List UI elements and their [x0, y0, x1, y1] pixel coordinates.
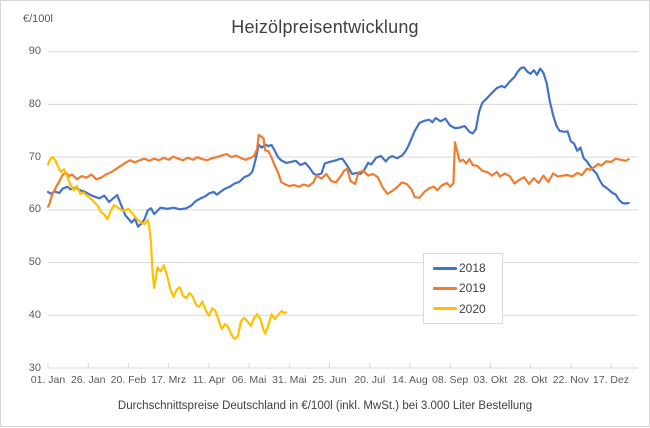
y-tick-label-50: 50: [28, 256, 41, 269]
legend-swatch-2018: [433, 266, 457, 270]
x-tick-label-17Dez: 17. Dez: [592, 374, 630, 386]
legend-item-2018: 2018: [424, 261, 502, 275]
x-tick-label-01Jan: 01. Jan: [30, 374, 66, 386]
x-tick-label-17Mrz: 17. Mrz: [151, 374, 187, 386]
y-axis-unit-label: €/100l: [23, 13, 53, 25]
x-tick-label-22Nov: 22. Nov: [552, 374, 589, 386]
x-tick-label-25Jun: 25. Jun: [312, 374, 347, 386]
x-tick-label-14Aug: 14. Aug: [392, 374, 428, 386]
legend-item-2019: 2019: [424, 281, 502, 295]
x-tick-label-08Sep: 08. Sep: [432, 374, 469, 386]
chart-title: Heizölpreisentwicklung: [231, 17, 419, 37]
y-tick-label-80: 80: [28, 97, 41, 110]
x-tick-label-20Jul: 20. Jul: [354, 374, 386, 386]
y-tick-label-70: 70: [28, 150, 41, 163]
legend-label-2020: 2020: [459, 301, 486, 316]
y-tick-label-40: 40: [28, 308, 41, 321]
chart-caption: Durchschnittspreise Deutschland in €/100…: [117, 400, 533, 412]
y-tick-label-60: 60: [28, 203, 41, 216]
legend-swatch-2020: [433, 307, 457, 311]
x-tick-label-26Jan: 26. Jan: [70, 374, 106, 386]
series-line-2019: [46, 133, 630, 208]
legend: 2018 2019 2020: [423, 253, 503, 324]
x-tick-label-28Okt: 28. Okt: [513, 374, 548, 386]
series-line-2020: [46, 156, 288, 341]
x-tick-label-03Okt: 03. Okt: [473, 374, 508, 386]
series-line-2018: [46, 66, 630, 228]
y-tick-label-30: 30: [28, 361, 41, 374]
legend-label-2019: 2019: [459, 281, 486, 296]
x-tick-label-06Mai: 06. Mai: [231, 374, 267, 386]
x-tick-label-11Apr: 11. Apr: [192, 374, 226, 386]
y-tick-label-90: 90: [28, 45, 41, 58]
legend-label-2018: 2018: [459, 261, 486, 276]
legend-swatch-2019: [433, 286, 457, 290]
x-tick-label-20Feb: 20. Feb: [110, 374, 147, 386]
legend-item-2020: 2020: [424, 302, 502, 316]
x-tick-label-31Mai: 31. Mai: [272, 374, 307, 386]
